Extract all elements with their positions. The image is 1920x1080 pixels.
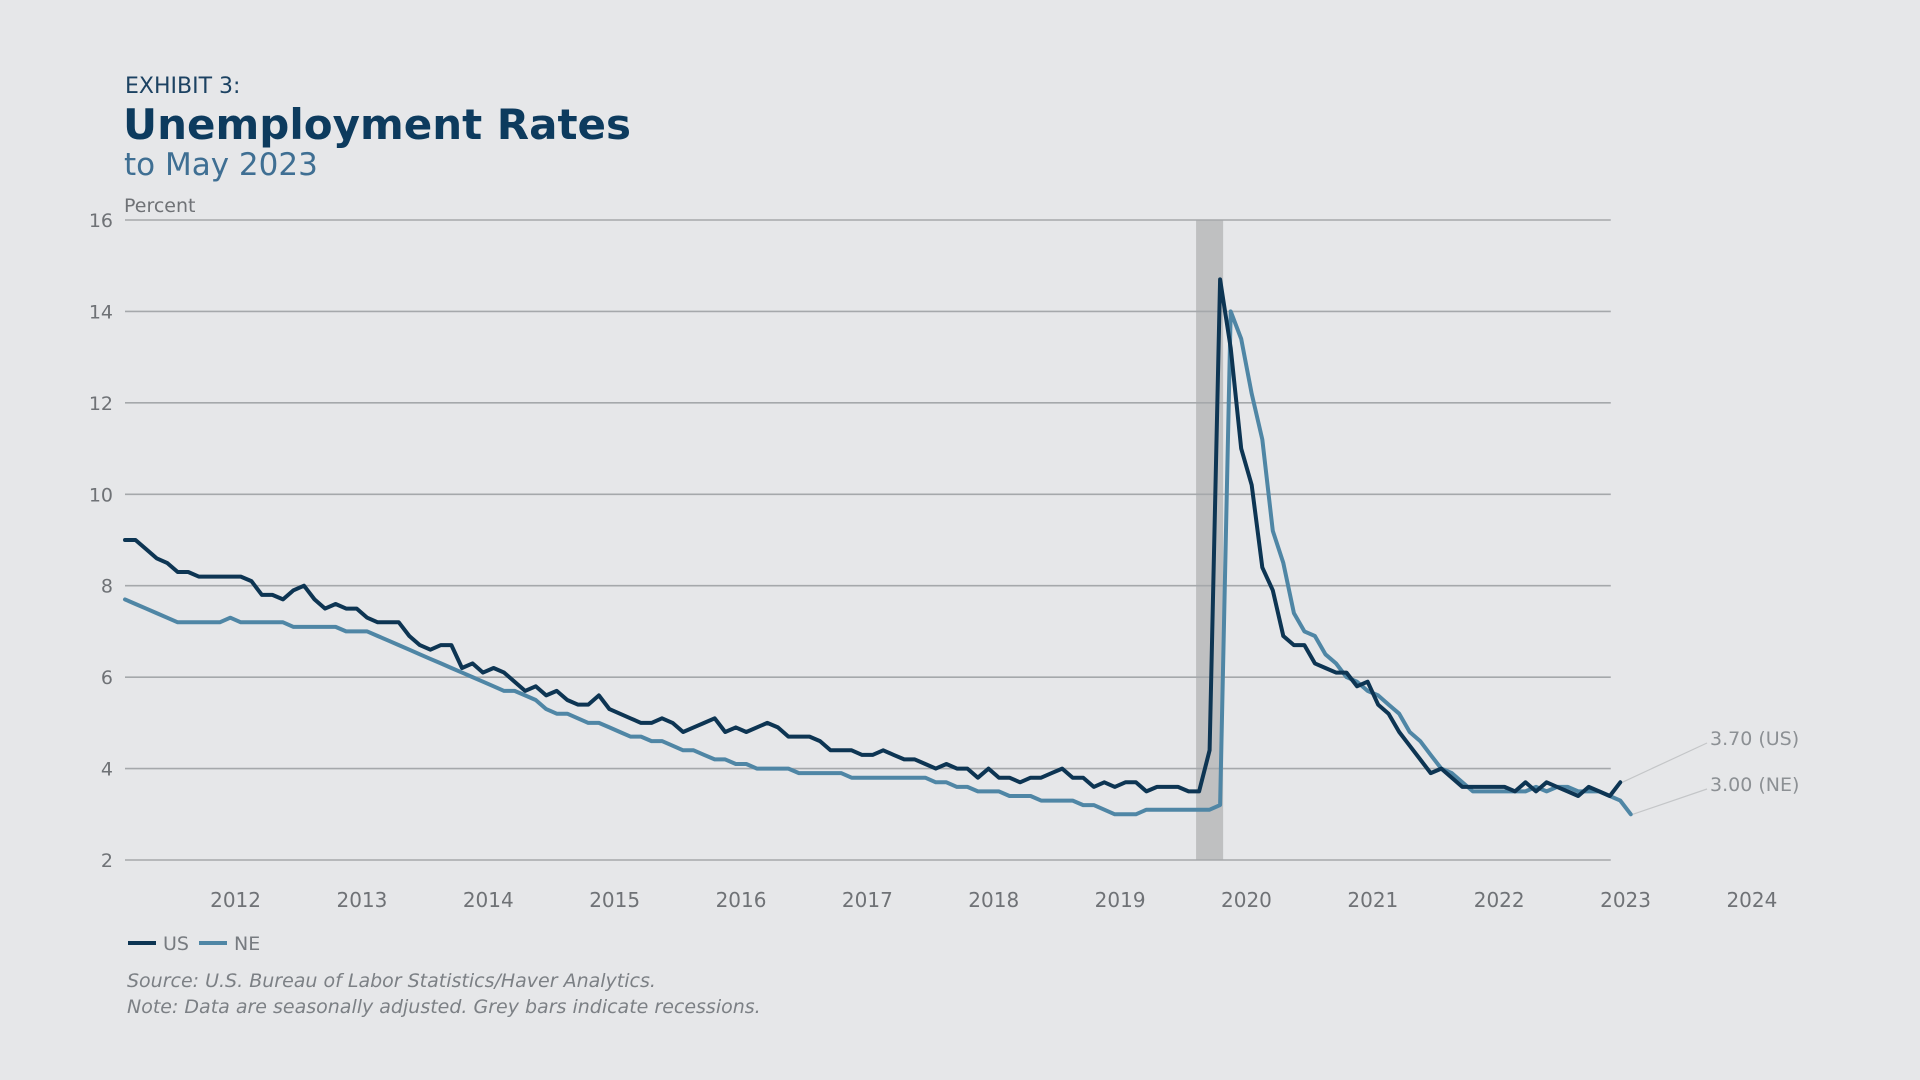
y-tick-label-6: 6 xyxy=(101,667,113,689)
end-value-label-us: 3.70 (US) xyxy=(1710,728,1799,750)
y-tick-label-16: 16 xyxy=(89,210,113,232)
y-tick-label-14: 14 xyxy=(89,301,113,323)
series-lines xyxy=(123,277,1633,817)
x-tick-label-2016: 2016 xyxy=(716,888,767,912)
y-tick-label-8: 8 xyxy=(101,576,113,598)
series-line-us xyxy=(123,277,1623,798)
gridlines xyxy=(125,219,1611,861)
x-tick-label-2023: 2023 xyxy=(1600,888,1651,912)
x-tick-label-2018: 2018 xyxy=(968,888,1019,912)
legend-label-ne: NE xyxy=(234,933,260,955)
y-tick-label-10: 10 xyxy=(89,484,113,506)
exhibit-label: EXHIBIT 3: xyxy=(125,74,240,99)
x-tick-label-2019: 2019 xyxy=(1095,888,1146,912)
x-tick-label-2013: 2013 xyxy=(336,888,387,912)
y-axis-unit-label: Percent xyxy=(124,195,196,217)
y-axis-ticks: 2 4 6 8 10 12 14 16 xyxy=(89,210,113,872)
x-tick-label-2015: 2015 xyxy=(589,888,640,912)
y-tick-label-12: 12 xyxy=(89,393,113,415)
x-tick-label-2020: 2020 xyxy=(1221,888,1272,912)
end-label-leader-us xyxy=(1622,742,1708,783)
series-line-ne xyxy=(123,309,1633,817)
legend-label-us: US xyxy=(163,933,189,955)
end-label-leader-ne xyxy=(1632,788,1708,815)
data-note: Note: Data are seasonally adjusted. Grey… xyxy=(127,996,761,1018)
x-tick-label-2022: 2022 xyxy=(1474,888,1525,912)
end-value-label-ne: 3.00 (NE) xyxy=(1710,774,1799,796)
source-note: Source: U.S. Bureau of Labor Statistics/… xyxy=(127,970,656,992)
end-value-labels: 3.70 (US) 3.00 (NE) xyxy=(1622,728,1799,815)
y-tick-label-2: 2 xyxy=(101,850,113,872)
chart-title: Unemployment Rates xyxy=(123,100,631,149)
legend: US NE xyxy=(128,933,260,955)
x-axis-ticks: 2012 2013 2014 2015 2016 2017 2018 2019 2020 2021… xyxy=(210,888,1777,912)
x-tick-label-2021: 2021 xyxy=(1347,888,1398,912)
x-tick-label-2012: 2012 xyxy=(210,888,261,912)
x-tick-label-2017: 2017 xyxy=(842,888,893,912)
x-tick-label-2014: 2014 xyxy=(463,888,514,912)
y-tick-label-4: 4 xyxy=(101,759,113,781)
x-tick-label-2024: 2024 xyxy=(1726,888,1777,912)
chart-subtitle: to May 2023 xyxy=(124,147,318,183)
